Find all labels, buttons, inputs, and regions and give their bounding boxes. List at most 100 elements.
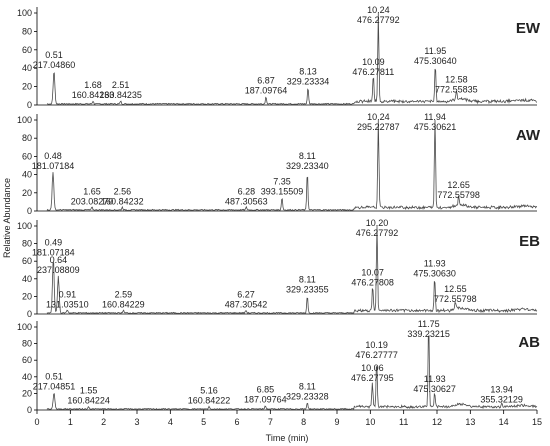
peak-mz-label: 160.84229 xyxy=(102,299,145,309)
peak-mz-label: 160.84224 xyxy=(67,396,110,406)
peak-rt-label: 8.13 xyxy=(299,66,317,76)
peak-mz-label: 476.27808 xyxy=(351,277,394,287)
panel-tag-eb: EB xyxy=(519,233,540,250)
peak-rt-label: 0.51 xyxy=(45,371,63,381)
y-tick-label: 0 xyxy=(27,309,32,319)
peak-mz-label: 476.27792 xyxy=(356,228,399,238)
peak-mz-label: 217.04851 xyxy=(33,381,76,391)
peak-rt-label: 1.65 xyxy=(83,186,101,196)
peak-rt-label: 1.55 xyxy=(80,386,98,396)
peak-mz-label: 355.32129 xyxy=(480,395,523,405)
y-tick-label: 0 xyxy=(27,206,32,216)
peak-mz-label: 237.08809 xyxy=(37,265,80,275)
peak-mz-label: 476.27811 xyxy=(352,67,394,77)
peak-rt-label: 10.20 xyxy=(366,218,389,228)
y-tick-label: 80 xyxy=(22,26,32,36)
x-tick-label: 2 xyxy=(101,417,106,427)
peak-mz-label: 329.23355 xyxy=(286,284,329,294)
y-tick-label: 80 xyxy=(22,339,32,349)
y-tick-label: 0 xyxy=(27,100,32,110)
peak-mz-label: 487.30542 xyxy=(225,299,268,309)
peak-rt-label: 0.51 xyxy=(45,50,63,60)
peak-rt-label: 12.55 xyxy=(444,284,467,294)
y-tick-label: 100 xyxy=(17,115,32,125)
peak-mz-label: 329.23328 xyxy=(286,391,329,401)
y-tick-label: 100 xyxy=(17,322,32,332)
x-tick-label: 0 xyxy=(34,417,39,427)
y-tick-label: 60 xyxy=(22,355,32,365)
peak-mz-label: 476.27795 xyxy=(351,373,394,383)
x-tick-label: 12 xyxy=(432,417,442,427)
y-tick-label: 40 xyxy=(22,372,32,382)
peak-mz-label: 475.30621 xyxy=(414,122,457,132)
peak-rt-label: 10.09 xyxy=(362,57,385,67)
trace-ew xyxy=(46,12,538,106)
peak-mz-label: 217.04860 xyxy=(33,60,76,70)
y-tick-label: 60 xyxy=(22,45,32,55)
peak-rt-label: 11.75 xyxy=(418,319,440,329)
peak-mz-label: 475.30627 xyxy=(413,384,456,394)
peak-mz-label: 475.30640 xyxy=(414,56,457,66)
y-tick-label: 80 xyxy=(22,239,32,249)
y-tick-label: 100 xyxy=(17,8,32,18)
peak-rt-label: 11.94 xyxy=(424,112,446,122)
peak-rt-label: 10.24 xyxy=(367,112,390,122)
peak-mz-label: 393.15509 xyxy=(261,186,304,196)
peak-rt-label: 10.06 xyxy=(361,363,384,373)
peak-mz-label: 329.23334 xyxy=(287,76,330,86)
trace-aw xyxy=(46,119,538,212)
y-tick-label: 60 xyxy=(22,256,32,266)
y-tick-label: 80 xyxy=(22,133,32,143)
trace-ab xyxy=(46,334,538,411)
x-tick-label: 13 xyxy=(465,417,475,427)
peak-mz-label: 772.55835 xyxy=(435,85,478,95)
peak-mz-label: 160.84235 xyxy=(99,90,142,100)
trace-eb xyxy=(46,225,538,315)
peak-rt-label: 0.64 xyxy=(50,255,68,265)
peak-mz-label: 295.22787 xyxy=(357,122,400,132)
y-tick-label: 40 xyxy=(22,170,32,180)
peak-rt-label: 6.28 xyxy=(238,186,256,196)
panels-layer: 0204060801000.51217.048601.68160.842332.… xyxy=(17,5,541,415)
x-tick-label: 14 xyxy=(499,417,509,427)
peak-rt-label: 2.59 xyxy=(115,289,133,299)
peak-rt-label: 6.85 xyxy=(257,385,275,395)
peak-rt-label: 7.35 xyxy=(273,176,291,186)
peak-rt-label: 11.93 xyxy=(424,374,446,384)
x-tick-label: 7 xyxy=(268,417,273,427)
peak-rt-label: 11.93 xyxy=(424,259,446,269)
peak-rt-label: 13.94 xyxy=(490,385,513,395)
peak-rt-label: 12.65 xyxy=(447,180,470,190)
peak-rt-label: 2.56 xyxy=(114,186,132,196)
peak-rt-label: 10.07 xyxy=(361,267,384,277)
peak-rt-label: 2.51 xyxy=(112,80,130,90)
panel-tag-aw: AW xyxy=(516,127,541,144)
peak-rt-label: 6.27 xyxy=(237,289,255,299)
